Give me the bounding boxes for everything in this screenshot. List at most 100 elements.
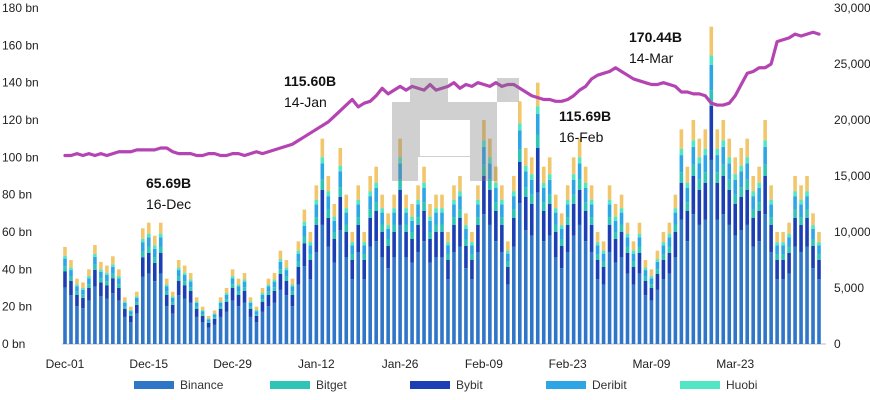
bar-segment-binance <box>176 295 181 344</box>
bar-segment-huobi <box>703 148 708 156</box>
bar-segment-bitget <box>314 217 319 225</box>
bar-segment-deribit <box>440 212 444 225</box>
bar-segment-binance <box>380 257 384 344</box>
bar-segment-deribit <box>476 204 480 218</box>
bar-segment-bitget <box>565 217 570 225</box>
bar-segment-other <box>158 222 163 234</box>
bar-segment-binance <box>721 214 726 344</box>
bar-segment-huobi <box>565 199 570 205</box>
bar-segment-other <box>374 166 378 183</box>
bar-segment-deribit <box>260 294 265 300</box>
bar-segment-other <box>117 269 121 277</box>
bar-segment-huobi <box>787 233 791 238</box>
bar-segment-huobi <box>482 140 486 147</box>
bar-segment-huobi <box>386 225 390 230</box>
bar-segment-huobi <box>158 233 163 238</box>
bar-segment-huobi <box>577 157 582 164</box>
x-tick-label: Dec-29 <box>213 357 252 371</box>
bar-segment-deribit <box>637 237 642 247</box>
bar-segment-other <box>482 120 486 141</box>
bar-stack <box>428 204 432 344</box>
bar-segment-bybit <box>248 309 253 317</box>
bar-segment-bybit <box>727 190 732 225</box>
bar-segment-binance <box>745 224 749 344</box>
bar-segment-binance <box>595 279 600 344</box>
bar-segment-bybit <box>745 190 749 225</box>
bar-stack <box>398 138 402 344</box>
bar-segment-binance <box>332 262 337 344</box>
bar-segment-binance <box>123 316 127 344</box>
bar-segment-deribit <box>482 146 486 165</box>
bar-segment-huobi <box>308 242 313 246</box>
bar-segment-deribit <box>350 245 355 255</box>
bar-segment-bybit <box>81 297 85 309</box>
y2-tick-label: 25,000 <box>834 57 870 71</box>
bar-segment-binance <box>260 311 265 344</box>
bar-segment-bybit <box>123 309 127 317</box>
bar-segment-deribit <box>787 237 791 247</box>
bar-segment-huobi <box>727 157 732 164</box>
bar-segment-binance <box>428 262 432 344</box>
bar-segment-bybit <box>637 253 642 274</box>
y-tick-label: 180 bn <box>2 1 39 15</box>
bar-segment-bybit <box>757 211 761 242</box>
legend-swatch-huobi <box>680 381 720 389</box>
bar-segment-bybit <box>152 262 157 282</box>
y-tick-label: 0 bn <box>2 337 25 351</box>
bar-segment-bitget <box>745 179 749 190</box>
bar-segment-deribit <box>380 212 384 225</box>
bar-segment-huobi <box>242 279 247 282</box>
y-tick-label: 80 bn <box>2 188 32 202</box>
bar-stack <box>679 129 684 344</box>
bar-segment-bybit <box>69 281 73 296</box>
bar-segment-bitget <box>170 302 175 305</box>
bar-segment-binance <box>500 251 504 344</box>
bar-segment-bybit <box>452 225 456 252</box>
bar-stack <box>266 278 271 344</box>
bar-segment-bitget <box>547 194 552 204</box>
bar-segment-huobi <box>135 296 139 299</box>
bar-stack <box>607 185 612 344</box>
bar-segment-other <box>775 232 779 243</box>
bar-segment-bitget <box>254 314 259 316</box>
bar-segment-deribit <box>697 163 702 180</box>
bar-segment-deribit <box>500 204 504 218</box>
bar-segment-huobi <box>446 242 450 246</box>
bar-segment-binance <box>553 257 558 344</box>
bar-segment-huobi <box>380 208 384 213</box>
bar-segment-bitget <box>206 321 211 323</box>
legend-item-bitget: Bitget <box>270 378 347 392</box>
bar-segment-other <box>500 185 504 200</box>
bar-segment-huobi <box>350 242 355 246</box>
bar-segment-binance <box>368 246 372 344</box>
annotation-value: 65.69B <box>146 175 191 191</box>
bar-segment-huobi <box>230 276 235 279</box>
bar-segment-bybit <box>500 225 504 252</box>
bar-segment-bybit <box>218 309 223 317</box>
bar-segment-binance <box>194 316 199 344</box>
bar-segment-binance <box>146 273 151 344</box>
watermark-logo <box>392 78 519 181</box>
bar-segment-huobi <box>512 191 516 197</box>
bar-segment-bitget <box>182 281 187 286</box>
bar-segment-binance <box>446 279 450 344</box>
y-tick-label: 120 bn <box>2 113 39 127</box>
bar-segment-binance <box>661 279 666 344</box>
bar-segment-bybit <box>164 295 169 307</box>
bar-segment-huobi <box>440 208 444 213</box>
bar-segment-bitget <box>146 246 151 253</box>
bar-segment-other <box>739 148 744 166</box>
bar-segment-huobi <box>129 310 133 312</box>
bar-segment-deribit <box>398 163 402 180</box>
bar-stack <box>769 185 773 344</box>
bar-segment-bitget <box>326 209 331 218</box>
bar-segment-bitget <box>386 239 390 246</box>
bar-segment-huobi <box>488 157 492 164</box>
bar-segment-bybit <box>685 211 690 242</box>
bar-segment-binance <box>248 316 253 344</box>
bar-segment-binance <box>135 313 139 344</box>
bar-stack <box>523 148 528 344</box>
bar-segment-deribit <box>392 212 396 225</box>
bar-segment-binance <box>577 224 582 344</box>
bar-segment-huobi <box>715 148 720 156</box>
